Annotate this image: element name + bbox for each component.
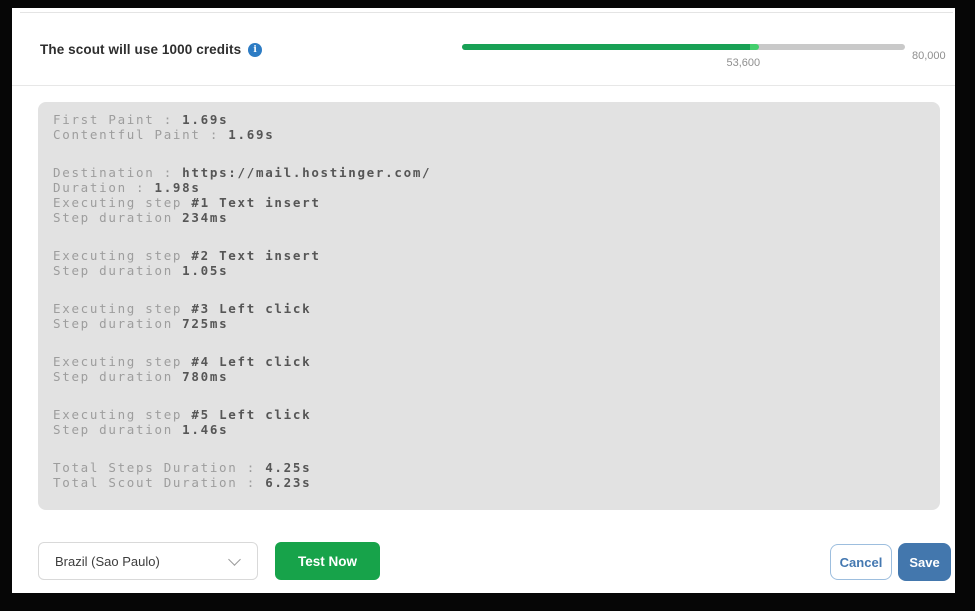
panel-top-border [20, 12, 953, 13]
log-group: Total Steps Duration : 4.25s Total Scout … [53, 460, 930, 490]
credits-label: The scout will use 1000 credits [40, 42, 242, 57]
log-group: Executing step #3 Left click Step duratio… [53, 301, 930, 331]
info-icon[interactable]: i [248, 42, 263, 57]
log-line: Step duration 1.46s [53, 422, 229, 437]
region-select[interactable]: Brazil (Sao Paulo) [38, 542, 258, 580]
log-group: Executing step #4 Left click Step duratio… [53, 354, 930, 384]
cancel-button[interactable]: Cancel [830, 544, 892, 580]
log-line: Executing step #4 Left click [53, 354, 312, 369]
log-group: Destination : https://mail.hostinger.com… [53, 165, 930, 225]
log-line: Step duration 234ms [53, 210, 229, 225]
region-select-value: Brazil (Sao Paulo) [55, 554, 160, 569]
log-line: Executing step #5 Left click [53, 407, 312, 422]
log-line: Total Steps Duration : 4.25s [53, 460, 312, 475]
progress-current-label: 53,600 [726, 57, 761, 69]
log-line: First Paint : 1.69s [53, 112, 229, 127]
log-line: Executing step #3 Left click [53, 301, 312, 316]
log-line: Executing step #2 Text insert [53, 248, 321, 263]
log-line: Step duration 780ms [53, 369, 229, 384]
log-line: Duration : 1.98s [53, 180, 201, 195]
log-line: Total Scout Duration : 6.23s [53, 475, 312, 490]
log-group: First Paint : 1.69s Contentful Paint : 1.… [53, 112, 930, 142]
log-line: Step duration 725ms [53, 316, 229, 331]
log-line: Executing step #1 Text insert [53, 195, 321, 210]
log-group: Executing step #2 Text insert Step durati… [53, 248, 930, 278]
log-group: Executing step #5 Left click Step duratio… [53, 407, 930, 437]
save-button[interactable]: Save [898, 543, 951, 581]
log-line: Destination : https://mail.hostinger.com… [53, 165, 432, 180]
log-line: Contentful Paint : 1.69s [53, 127, 275, 142]
scout-panel: The scout will use 1000 credits i 53,600… [12, 8, 955, 593]
progress-fill [462, 44, 759, 50]
log-console: First Paint : 1.69s Contentful Paint : 1.… [38, 102, 940, 510]
test-now-button[interactable]: Test Now [275, 542, 380, 580]
credits-row: The scout will use 1000 credits i [40, 42, 263, 57]
progress-max-label: 80,000 [912, 50, 946, 62]
chevron-down-icon [228, 553, 241, 566]
header-divider [12, 85, 955, 86]
credits-progress: 53,600 80,000 [462, 44, 946, 80]
progress-track: 53,600 [462, 44, 905, 69]
log-line: Step duration 1.05s [53, 263, 229, 278]
